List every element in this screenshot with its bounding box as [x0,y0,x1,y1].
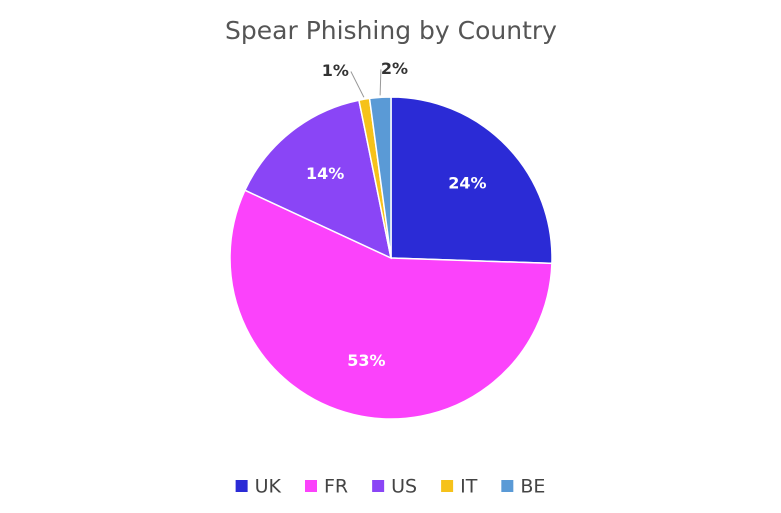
legend-swatch [441,480,454,492]
pie-slice [368,96,392,259]
pie-slice [229,189,553,420]
data-label: 1% [322,61,349,80]
data-label: 14% [306,164,344,183]
legend-swatch [372,480,385,492]
legend-swatch [235,480,248,492]
data-label: 53% [347,351,385,370]
legend-swatch [501,480,514,492]
chart-title: Spear Phishing by Country [225,16,557,45]
legend-label: BE [520,476,545,498]
pie-slice [243,99,393,260]
legend-label: UK [255,476,282,498]
data-label: 24% [448,174,486,193]
legend: UK FR US IT BE [235,476,545,498]
leader-line [379,69,382,96]
data-label: 2% [381,59,408,78]
pie-slice [390,96,553,265]
legend-label: US [391,476,417,498]
legend-label: IT [460,476,478,498]
legend-swatch [305,480,317,492]
leader-line [350,71,365,98]
legend-label: FR [324,476,348,498]
